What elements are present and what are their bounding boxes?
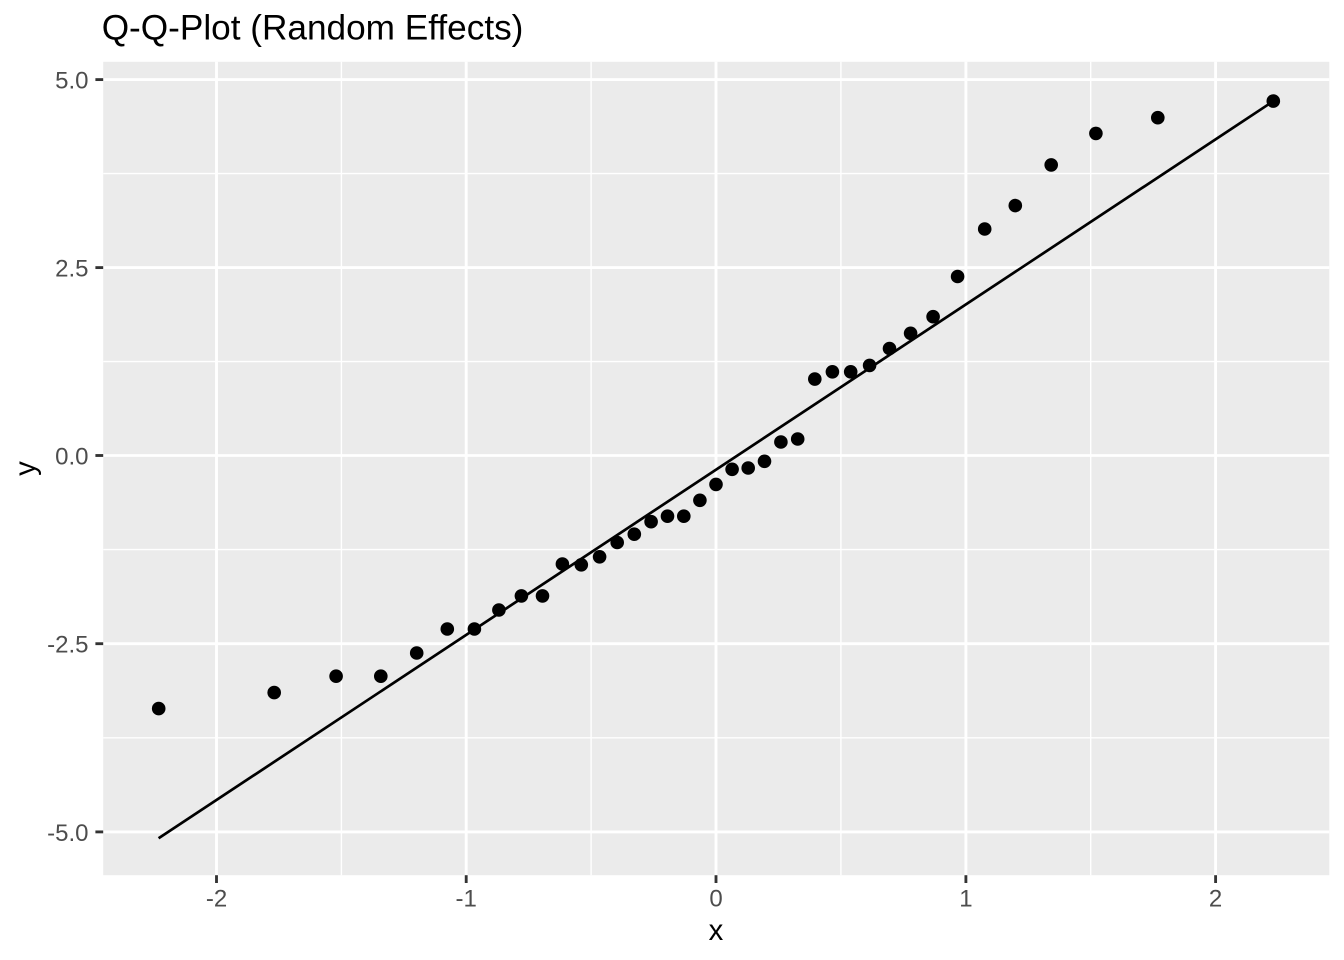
svg-text:-2: -2: [206, 885, 227, 912]
svg-text:-1: -1: [456, 885, 477, 912]
svg-text:0: 0: [709, 885, 722, 912]
svg-text:0.0: 0.0: [55, 444, 88, 471]
svg-text:-2.5: -2.5: [47, 632, 88, 659]
svg-text:2.5: 2.5: [55, 256, 88, 283]
svg-text:1: 1: [959, 885, 972, 912]
svg-text:Q-Q-Plot (Random Effects): Q-Q-Plot (Random Effects): [102, 9, 524, 48]
svg-text:y: y: [9, 461, 42, 476]
svg-text:-5.0: -5.0: [47, 820, 88, 847]
svg-text:x: x: [709, 914, 724, 947]
svg-text:5.0: 5.0: [55, 68, 88, 95]
svg-text:2: 2: [1209, 885, 1222, 912]
